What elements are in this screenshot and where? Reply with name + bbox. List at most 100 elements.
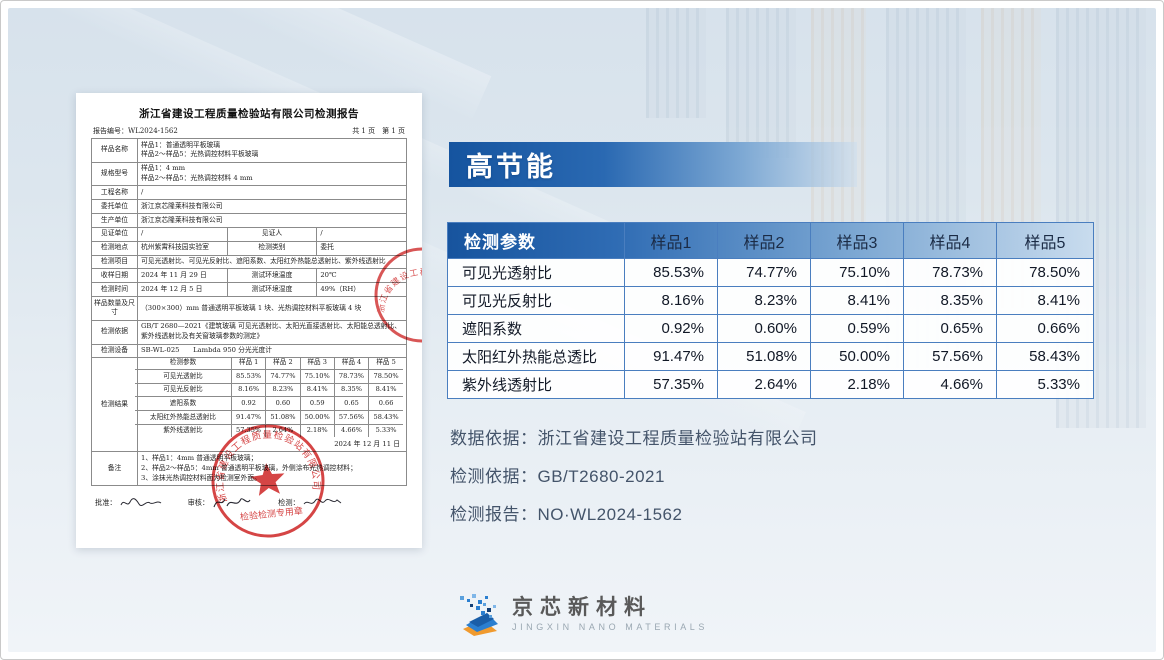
value-cell: 0.60% (717, 314, 811, 343)
approve-signature: 批准： (95, 496, 162, 510)
logo-pixels-icon (459, 594, 498, 636)
table-row: 可见光反射比 8.16% 8.23% 8.41% 8.35% 8.41% (447, 286, 1094, 315)
table-row: 可见光透射比 85.53% 74.77% 75.10% 78.73% 78.50… (447, 258, 1094, 287)
building-silhouette (646, 8, 706, 118)
col-header-sample3: 样品3 (810, 222, 904, 259)
value-cell: 8.41% (368, 382, 404, 398)
value-cell: 5.33% (996, 370, 1094, 399)
remark-label: 备注 (91, 451, 138, 486)
report-page-info: 共 1 页 第 1 页 (352, 127, 405, 135)
building-silhouette (811, 8, 866, 228)
value-cell: 78.50% (368, 369, 404, 384)
value-cell: 2.18% (810, 370, 904, 399)
col-header: 样品 2 (265, 356, 301, 371)
row-label: 生产单位 (91, 213, 138, 228)
table-row: 遮阳系数 0.92 0.60 0.59 0.65 0.66 (134, 396, 404, 412)
table-row: 检测设备 SB-WL-025 Lambda 950 分光光度计 (91, 343, 407, 359)
approve-label: 批准： (95, 498, 117, 507)
logo-text: 京芯新材料 JINGXIN NANO MATERIALS (512, 596, 708, 632)
value-cell: 8.41% (996, 286, 1094, 315)
value-cell: 58.43% (368, 410, 404, 425)
value-cell: 78.73% (333, 369, 370, 384)
note-value: NO·WL2024-1562 (537, 505, 683, 524)
value-cell: 74.77% (265, 369, 301, 384)
value-cell: 57.56% (903, 342, 997, 371)
signature-scribble-icon (303, 498, 342, 505)
row-label: 测试环境温度 (226, 268, 318, 284)
row-label: 见证人 (226, 226, 318, 242)
table-row: 收样日期 2024 年 11 月 29 日 测试环境温度 20℃ (91, 268, 407, 284)
logo-name-cn: 京芯新材料 (511, 595, 652, 619)
value-cell: 50.00% (299, 410, 335, 425)
table-row: 检测时间 2024 年 12 月 5 日 测试环境湿度 49%（RH） (91, 282, 407, 298)
table-row: 检测参数 样品 1 样品 2 样品 3 样品 4 样品 5 (134, 356, 404, 371)
table-row: 太阳红外热能总透比 91.47% 51.08% 50.00% 57.56% 58… (447, 342, 1094, 371)
row-label: 规格型号 (91, 161, 138, 187)
table-row: 检测项目 可见光透射比、可见光反射比、遮阳系数、太阳红外热能总透射比、紫外线透射… (91, 254, 407, 270)
row-value: 20℃ (316, 268, 407, 284)
row-label: 测试环境湿度 (226, 282, 318, 298)
reference-notes: 数据依据：浙江省建设工程质量检验站有限公司 检测依据：GB/T2680-2021… (450, 424, 818, 538)
table-row: 样品数量及尺寸 （300×300）mm 普通透明平板玻璃 1 块、光热调控材料平… (91, 296, 407, 321)
note-label: 检测报告： (450, 505, 538, 524)
review-signature: 审核： (188, 495, 253, 511)
col-header-sample1: 样品1 (624, 222, 718, 259)
company-logo: 京芯新材料 JINGXIN NANO MATERIALS (456, 591, 708, 637)
table-row: 见证单位 / 见证人 / (91, 226, 407, 242)
value-cell: 51.08% (265, 410, 301, 425)
param-cell: 遮阳系数 (134, 396, 232, 412)
col-header-param: 检测参数 (447, 222, 625, 259)
value-cell: 75.10% (299, 369, 335, 384)
value-cell: 91.47% (624, 342, 718, 371)
value-cell: 5.33% (368, 423, 404, 438)
param-cell: 可见光反射比 (447, 286, 625, 315)
row-label: 检测类别 (226, 240, 318, 256)
value-cell: 8.16% (230, 382, 267, 398)
footer: 京芯新材料 JINGXIN NANO MATERIALS (1, 591, 1163, 637)
value-cell: 85.53% (230, 369, 267, 384)
test-report-document: 浙江省建设工程质量检验站有限公司检测报告 报告编号：WL2024-1562 共 … (76, 93, 422, 548)
table-row: 委托单位 浙江京芯隆莱科技有限公司 (91, 199, 407, 215)
row-label: 检测依据 (91, 319, 138, 345)
row-label: 检测设备 (91, 343, 138, 359)
value-cell: 91.47% (230, 410, 267, 425)
value-cell: 8.35% (903, 286, 997, 315)
report-info-table: 样品名称 样品1：普通透明平板玻璃 样品2～样品5：光热调控材料平板玻璃 规格型… (91, 138, 407, 486)
col-header: 样品 1 (230, 356, 267, 371)
value-cell: 8.41% (810, 286, 904, 315)
table-header-row: 检测参数 样品1 样品2 样品3 样品4 样品5 (447, 222, 1094, 259)
row-value: / (316, 226, 407, 242)
value-cell: 0.92% (624, 314, 718, 343)
row-value: 2024 年 12 月 5 日 (137, 282, 228, 298)
signature-scribble-icon (213, 498, 251, 508)
value-cell: 4.66% (333, 423, 370, 438)
table-row: 工程名称 / (91, 185, 407, 201)
param-cell: 太阳红外热能总透比 (447, 342, 625, 371)
value-cell: 8.16% (624, 286, 718, 315)
value-cell: 78.73% (903, 258, 997, 287)
tester-signature: 检测： (278, 496, 343, 510)
remark-text: 1、样品1：4mm 普通透明平板玻璃； 2、样品2～样品5：4mm 普通透明平板… (137, 451, 407, 486)
value-cell: 57.35% (624, 370, 718, 399)
value-cell: 75.10% (810, 258, 904, 287)
value-cell: 85.53% (624, 258, 718, 287)
table-row: 可见光反射比 8.16% 8.23% 8.41% 8.35% 8.41% (134, 382, 404, 398)
value-cell: 0.59% (810, 314, 904, 343)
row-value: 2024 年 11 月 29 日 (137, 268, 228, 284)
value-cell: 78.50% (996, 258, 1094, 287)
table-row: 检测依据 GB/T 2680—2021《建筑玻璃 可见光透射比、太阳光直接透射比… (91, 319, 407, 345)
param-cell: 太阳红外热能总透射比 (134, 410, 232, 425)
row-value: 浙江京芯隆莱科技有限公司 (137, 199, 407, 215)
value-cell: 8.41% (299, 382, 335, 398)
value-cell: 8.35% (333, 382, 370, 398)
row-value: 49%（RH） (316, 282, 407, 298)
table-row: 规格型号 样品1：4 mm 样品2～样品5：光热调控材料 4 mm (91, 161, 407, 187)
result-table-cell: 检测参数 样品 1 样品 2 样品 3 样品 4 样品 5 可见光透射比 85.… (134, 356, 407, 453)
row-label: 见证单位 (91, 226, 138, 242)
col-header: 检测参数 (134, 356, 232, 371)
signature-row: 批准： 审核： 检测： (95, 495, 403, 511)
report-title: 浙江省建设工程质量检验站有限公司检测报告 (139, 108, 359, 120)
value-cell: 74.77% (717, 258, 811, 287)
row-value: 浙江京芯隆莱科技有限公司 (137, 213, 407, 228)
